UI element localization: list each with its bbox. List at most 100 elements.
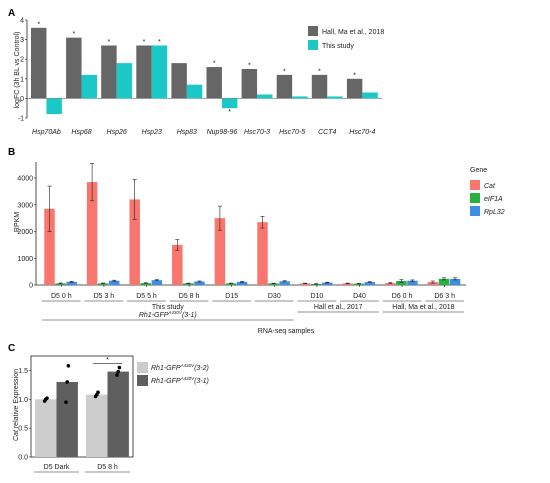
panel-c-ytick-label: 1.5 <box>18 368 28 375</box>
panel-b-bar <box>342 283 353 285</box>
panel-b-bar <box>299 283 311 285</box>
panel-a-bar <box>186 84 203 99</box>
panel-a-legend-swatch <box>308 26 318 36</box>
panel-a-significance-star: * <box>228 109 231 116</box>
panel-a-bar <box>151 45 168 99</box>
panel-a-significance-star: * <box>318 68 321 75</box>
panel-b-bar <box>44 208 55 285</box>
panel-c-data-point <box>96 390 100 395</box>
panel-a-significance-star: * <box>283 68 286 75</box>
panel-b-bar <box>140 283 152 285</box>
panel-a-bar <box>31 27 47 99</box>
panel-b-ytick-label: 2000 <box>17 229 33 236</box>
panel-b-group-genotype: Rh1-GFPA430V(3-1) <box>139 310 197 319</box>
panel-b-bar <box>97 283 109 285</box>
panel-b-group-genotype-sup: A430V <box>167 310 183 315</box>
panel-b-axis: 0 1000 2000 3000 4000 <box>17 162 466 290</box>
panel-b-bar <box>214 218 226 285</box>
panel-a-bar <box>292 96 308 99</box>
panel-b-group-label: This study <box>152 304 184 311</box>
panel-b-legend-label: eIF1A <box>484 196 503 203</box>
panel-c-bars: D5 Dark D5 8 h * <box>34 357 130 473</box>
panel-b-bar <box>438 278 450 285</box>
panel-c: C Cat relative Expression 0.0 0.5 1.0 1.5 D… <box>8 343 209 473</box>
panel-a-significance-star: * <box>72 31 75 38</box>
panel-c-significance-star: * <box>106 357 109 364</box>
panel-a-bar <box>81 74 97 99</box>
panel-c-legend-swatch <box>137 375 148 386</box>
panel-a-bars: Hsp70Ab Hsp68 Hsp26 Hsp23 Hsp83 Nup98-96 Hsc70… <box>31 21 378 136</box>
panel-c-bar <box>56 381 78 457</box>
panel-b-bar <box>86 182 98 285</box>
panel-a-bar <box>46 98 62 115</box>
panel-b-group-genotype-prefix: Rh1-GFP <box>139 312 169 319</box>
panel-b-bar <box>353 283 365 285</box>
panel-b-group-genotype-suffix: (3-1) <box>182 312 197 319</box>
panel-a-category-label: Nup98-96 <box>207 129 238 136</box>
panel-b-ytick-label: 3000 <box>17 202 33 209</box>
panel-a-legend: Hall, Ma et al., 2018 This study <box>308 26 384 50</box>
panel-b-bar <box>396 280 407 285</box>
panel-b-category-label: D6 3 h <box>434 293 455 300</box>
panel-b-xlabel: RNA-seq samples <box>258 328 315 335</box>
panel-b-legend-swatch <box>470 206 480 216</box>
panel-b-category-label: D40 <box>353 293 366 300</box>
panel-b-bar <box>385 283 396 285</box>
panel-a-legend-label: This study <box>322 43 354 50</box>
panel-c-data-point <box>66 364 71 368</box>
panel-c-category-label: D5 8 h <box>97 464 118 471</box>
panel-b-category-label: D15 <box>225 293 238 300</box>
panel-a-significance-star: * <box>158 39 161 46</box>
panel-c-legend: Rh1-GFPA430V(3-2)Rh1-GFPA430V(3-1) <box>137 362 209 386</box>
panel-c-ylabel-rest: relative Expression <box>13 369 20 430</box>
panel-a-significance-star: * <box>248 63 251 70</box>
panel-a-ytick-label: 0 <box>20 96 24 103</box>
panel-c-legend-swatch <box>137 362 148 373</box>
panel-c-legend-label-suffix: (3-1) <box>194 378 209 385</box>
panel-b-bar <box>129 199 140 285</box>
panel-a-significance-star: * <box>37 21 40 28</box>
panel-c-letter: C <box>8 343 15 354</box>
panel-b-bar <box>183 283 194 285</box>
panel-b-bar <box>172 244 183 285</box>
panel-a-bar <box>327 96 343 99</box>
panel-c-ytick-label: 0.5 <box>18 426 28 433</box>
panel-c-ytick-label: 1.0 <box>18 397 28 404</box>
panel-a-bar <box>116 63 133 99</box>
panel-b-bar <box>55 283 66 285</box>
panel-c-legend-label: Rh1-GFPA430V(3-2) <box>151 363 209 372</box>
panel-a-axis: -1 0 1 2 3 4 <box>18 18 382 123</box>
panel-c-legend-label-prefix: Rh1-GFP <box>151 365 181 372</box>
panel-a-significance-star: * <box>143 39 146 46</box>
panel-c-legend-label-sup: A430V <box>180 376 196 381</box>
panel-a-category-label: Hsp23 <box>142 129 162 136</box>
panel-c-data-point <box>65 380 70 384</box>
panel-a-bar <box>346 78 363 99</box>
panel-b-category-label: D5 5 h <box>136 293 157 300</box>
panel-c-data-point <box>116 369 121 374</box>
panel-a-bar <box>206 67 222 99</box>
panel-c-axis: 0.0 0.5 1.0 1.5 <box>18 355 134 462</box>
panel-a-legend-label: Hall, Ma et al., 2018 <box>322 29 384 36</box>
panel-a-category-label: Hsp83 <box>177 129 197 136</box>
panel-a-legend-swatch <box>308 40 318 50</box>
panel-a-category-label: CCT4 <box>318 129 336 136</box>
panel-a-category-label: Hsp70Ab <box>32 129 61 136</box>
panel-b-legend-swatch <box>470 180 480 190</box>
panel-b-category-label: D30 <box>268 293 281 300</box>
panel-a-bar <box>241 69 258 99</box>
panel-b-legend-label: RpL32 <box>484 209 505 216</box>
panel-a-bar <box>101 45 117 99</box>
panel-b-bar <box>109 280 120 285</box>
panel-b-category-label: D5 3 h <box>94 293 115 300</box>
panel-b-bar <box>407 280 418 285</box>
panel-c-legend-label-prefix: Rh1-GFP <box>151 378 181 385</box>
panel-c-legend-label-suffix: (3-2) <box>194 365 209 372</box>
panel-a-category-label: Hsp26 <box>107 129 127 136</box>
panel-b-bar <box>322 282 333 285</box>
panel-b-group-label: Hall et al., 2017 <box>314 304 363 311</box>
panel-b-ytick-label: 4000 <box>17 176 33 183</box>
panel-b-bar <box>449 278 461 285</box>
panel-a-bar <box>66 37 82 99</box>
panel-a-bar <box>257 94 273 99</box>
